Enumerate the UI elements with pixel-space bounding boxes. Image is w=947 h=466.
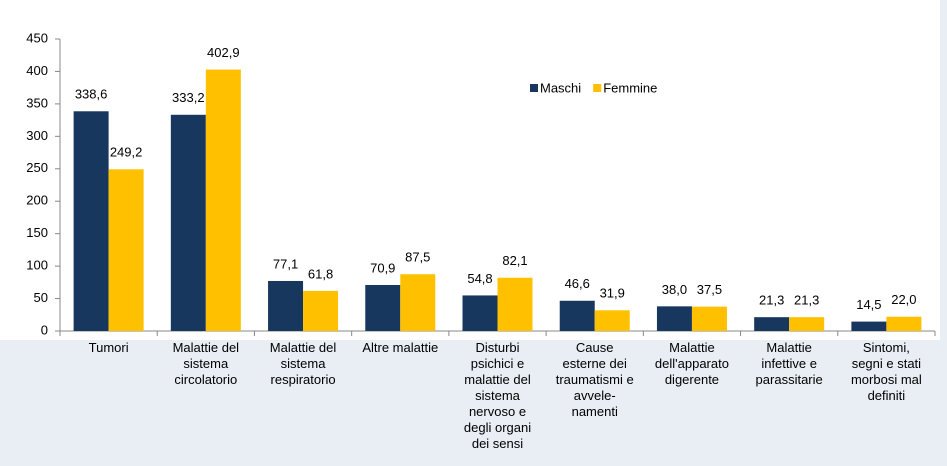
value-label: 249,2 [110, 145, 143, 160]
y-tick-label: 200 [26, 193, 48, 208]
value-label: 21,3 [759, 293, 784, 308]
y-tick-label: 150 [26, 225, 48, 240]
x-tick-label: Malattie dell'apparato digerente [654, 340, 729, 387]
value-label: 402,9 [207, 45, 240, 60]
y-tick-label: 250 [26, 160, 48, 175]
x-tick-label: Sintomi, segni e stati morbosi mal defin… [850, 340, 922, 403]
y-tick-label: 350 [26, 95, 48, 110]
x-tick-label: Cause esterne dei traumatismi e avvele- … [555, 340, 634, 419]
value-label: 77,1 [273, 256, 298, 271]
value-label: 46,6 [565, 276, 590, 291]
bar [462, 295, 498, 331]
value-label: 338,6 [75, 87, 108, 102]
bar [108, 169, 144, 331]
value-label: 70,9 [370, 260, 395, 275]
value-label: 38,0 [662, 282, 687, 297]
legend-swatch [530, 84, 538, 92]
value-label: 333,2 [172, 90, 205, 105]
bar [559, 300, 595, 331]
y-tick-label: 0 [41, 322, 48, 337]
bar [400, 274, 436, 331]
bar [205, 69, 241, 331]
bar [73, 111, 109, 331]
plot-background [0, 0, 940, 340]
x-tick-label: Malattie del sistema circolatorio [172, 340, 240, 387]
legend-label: Femmine [603, 80, 657, 95]
x-tick-label: Disturbi psichici e malattie del sistema… [463, 340, 532, 451]
bar [268, 280, 304, 331]
bar [851, 321, 887, 331]
legend-swatch [593, 84, 602, 92]
bar [789, 317, 825, 331]
legend-label: Maschi [540, 80, 581, 95]
bar [365, 284, 401, 331]
value-label: 22,0 [891, 292, 916, 307]
y-tick-label: 100 [26, 258, 48, 273]
bar [886, 316, 922, 331]
y-tick-label: 50 [34, 290, 48, 305]
x-tick-label: Malattie infettive e parassitarie [755, 340, 823, 387]
value-label: 21,3 [794, 293, 819, 308]
y-tick-label: 450 [26, 30, 48, 45]
bar [754, 317, 790, 331]
value-label: 54,8 [467, 271, 492, 286]
bar [497, 277, 533, 331]
x-tick-label: Altre malattie [362, 340, 439, 355]
bar [303, 290, 339, 331]
value-label: 14,5 [856, 297, 881, 312]
value-label: 61,8 [308, 266, 333, 281]
bar [656, 306, 692, 331]
x-tick-label: Malattie del sistema respiratorio [269, 340, 337, 387]
value-label: 31,9 [600, 286, 625, 301]
value-label: 37,5 [697, 282, 722, 297]
value-label: 87,5 [405, 250, 430, 265]
bar [594, 310, 630, 331]
y-tick-label: 400 [26, 63, 48, 78]
bar [170, 114, 206, 331]
bar [691, 306, 727, 331]
value-label: 82,1 [502, 253, 527, 268]
y-tick-label: 300 [26, 128, 48, 143]
x-tick-label: Tumori [88, 340, 129, 355]
